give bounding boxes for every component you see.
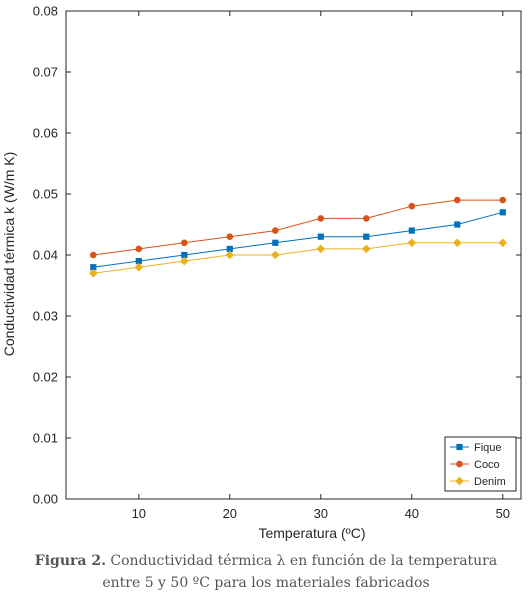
plot-frame [65, 10, 522, 500]
series-line-fique [93, 211, 503, 268]
legend: Fique Coco Denim [444, 436, 517, 492]
figure-caption: Figura 2. Conductividad térmica λ en fun… [0, 550, 532, 594]
data-point-coco [226, 233, 234, 240]
y-tick-label: 0.08 [33, 4, 58, 19]
legend-marker-coco [456, 460, 463, 468]
data-point-denim [134, 262, 144, 272]
data-point-denim [179, 256, 189, 266]
y-axis-ticks: 0.00 0.01 0.02 0.03 0.04 0.05 0.06 0.07 0.08 [33, 4, 521, 507]
data-point-fique [363, 233, 370, 240]
series-layer [88, 196, 508, 278]
data-point-coco [317, 215, 325, 222]
data-point-denim [270, 250, 280, 260]
data-point-coco [408, 202, 416, 210]
data-point-coco [135, 245, 143, 253]
series-coco [90, 196, 507, 259]
data-point-fique [499, 209, 506, 216]
y-tick-label: 0.04 [33, 248, 58, 263]
data-point-denim [452, 238, 462, 248]
data-point-denim [88, 268, 98, 278]
legend-label-coco: Coco [474, 459, 500, 471]
y-tick-label: 0.02 [33, 370, 58, 385]
series-denim [88, 238, 508, 278]
data-point-denim [498, 238, 508, 248]
data-point-fique [272, 239, 279, 246]
plot-area [65, 10, 522, 500]
series-line-denim [93, 242, 503, 274]
series-line-coco [93, 199, 503, 256]
x-axis-ticks: 10 20 30 40 50 [132, 11, 510, 521]
data-point-fique [408, 227, 415, 234]
legend-label-denim: Denim [474, 476, 506, 488]
data-point-coco [90, 251, 97, 259]
data-point-fique [317, 233, 324, 240]
data-point-denim [407, 238, 417, 248]
y-tick-label: 0.03 [33, 309, 58, 324]
legend-label-fique: Fique [474, 442, 502, 454]
legend-marker-fique [456, 443, 463, 451]
data-point-denim [316, 244, 326, 254]
x-axis-label: Temperatura (ºC) [258, 525, 365, 541]
data-point-coco [363, 215, 370, 222]
series-fique [90, 209, 506, 271]
caption-line-1: Conductividad térmica λ en función de la… [110, 553, 498, 569]
y-tick-label: 0.07 [33, 65, 58, 80]
x-tick-label: 30 [314, 506, 328, 521]
data-point-denim [225, 250, 235, 260]
data-point-denim [361, 244, 371, 254]
data-point-fique [454, 221, 461, 228]
x-tick-label: 10 [132, 506, 146, 521]
data-point-coco [272, 227, 279, 234]
x-tick-label: 50 [496, 506, 510, 521]
caption-figure-number: Figura 2. [34, 553, 106, 569]
data-point-coco [181, 239, 188, 247]
y-tick-label: 0.01 [33, 431, 58, 446]
y-tick-label: 0.00 [33, 492, 58, 507]
legend-marker-denim [455, 476, 464, 486]
x-tick-label: 20 [223, 506, 237, 521]
data-point-coco [499, 196, 507, 204]
y-axis-label: Conductividad térmica k (W/m K) [1, 152, 17, 357]
y-tick-label: 0.06 [33, 126, 58, 141]
data-point-coco [454, 196, 461, 204]
y-tick-label: 0.05 [33, 187, 58, 202]
caption-line-2: entre 5 y 50 ºC para los materiales fabr… [102, 575, 430, 591]
x-tick-label: 40 [405, 506, 419, 521]
